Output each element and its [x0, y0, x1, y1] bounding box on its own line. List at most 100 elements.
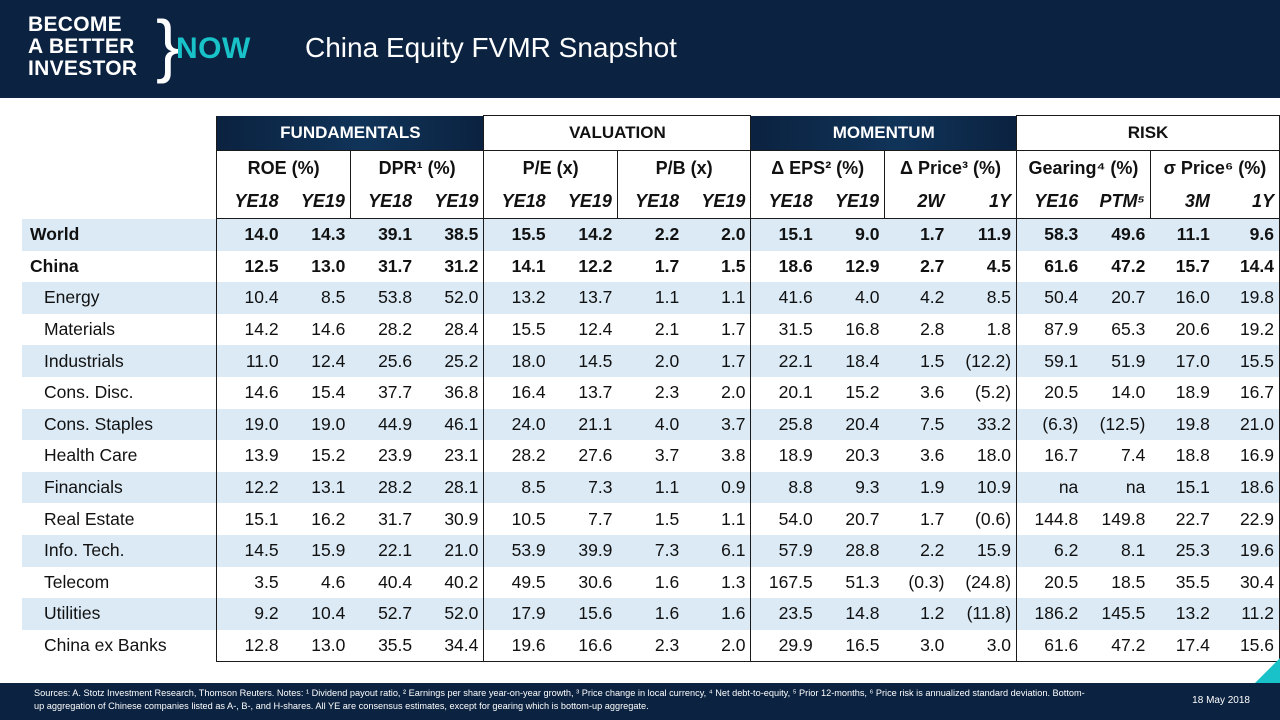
table-cell: (24.8) [965, 571, 1012, 592]
table-cell: 20.7 [1083, 282, 1151, 314]
table-cell: (12.5) [1083, 408, 1151, 441]
row-label: Health Care [44, 445, 138, 466]
footer-notes: Sources: A. Stotz Investment Research, T… [34, 688, 1085, 711]
table-cell: 15.6 [1214, 629, 1280, 663]
table-cell: (12.2) [949, 345, 1017, 377]
table-cell: 38.5 [417, 218, 484, 251]
logo-brace: } [156, 6, 180, 84]
table-cell: 9.0 [817, 218, 885, 251]
table-row: Cons. Disc. 14.6 15.4 37.7 36.8 16.4 13.7 2.3 2.… [22, 376, 1280, 409]
table-cell: 1.5 [654, 508, 680, 529]
table-cell: 1.6 [654, 571, 680, 592]
table-cell: 10.5 [483, 503, 551, 535]
table-cell: 11.0 [216, 345, 284, 377]
table-cell: (0.3) [908, 571, 945, 592]
table-cell: na [1083, 471, 1151, 504]
table-cell: 9.2 [216, 598, 284, 630]
table-cell: 35.5 [350, 629, 418, 663]
table-cell: 1.7 [884, 218, 950, 251]
table-cell: 1.7 [920, 508, 945, 529]
table-cell: 18.6 [750, 250, 818, 283]
table-cell: 4.0 [617, 408, 685, 441]
table-cell: 1.5 [721, 255, 746, 276]
table-cell: 1.1 [617, 471, 685, 504]
row-label: Real Estate [44, 508, 135, 529]
table-cell: 28.4 [444, 319, 479, 340]
table-cell: 18.5 [1111, 571, 1146, 592]
table-cell: 8.1 [1083, 534, 1151, 567]
table-cell: 8.5 [283, 282, 351, 314]
table-cell: 17.9 [483, 598, 551, 630]
table-cell: 8.5 [949, 282, 1017, 314]
corner-cell [22, 185, 217, 219]
table-cell: 11.9 [949, 218, 1017, 251]
table-cell: 8.5 [483, 471, 551, 504]
table-cell: 16.2 [311, 508, 346, 529]
metric-header: Δ EPS² (%) [750, 150, 885, 185]
table-cell: 4.0 [817, 282, 885, 314]
table-cell: 15.7 [1175, 255, 1210, 276]
table-cell: 9.6 [1214, 218, 1280, 251]
table-row: Real Estate 15.1 16.2 31.7 30.9 10.5 7.7 1.5 1.1… [22, 503, 1280, 535]
table-cell: 3.5 [216, 566, 284, 599]
table-cell: 4.2 [884, 282, 950, 314]
table-cell: na [1016, 471, 1084, 504]
table-row: Industrials 11.0 12.4 25.6 25.2 18.0 14.5 2.0 1.… [22, 345, 1280, 377]
metric-header: DPR¹ (%) [349, 150, 484, 185]
table-cell: 18.0 [483, 345, 551, 377]
table-cell: 28.2 [350, 471, 418, 504]
table-cell: 14.5 [550, 345, 618, 377]
table-cell: 87.9 [1016, 313, 1084, 346]
row-label: World [22, 218, 217, 251]
table-cell: 15.5 [483, 313, 551, 346]
table-cell: 25.6 [350, 345, 418, 377]
period-header: YE18 [616, 185, 685, 219]
table-cell: 1.6 [684, 598, 751, 630]
table-row: China ex Banks 12.8 13.0 35.5 34.4 19.6 16.6 2.… [22, 629, 1280, 663]
table-cell: 61.6 [1016, 250, 1084, 283]
table-cell: 2.3 [617, 629, 685, 663]
row-label: Utilities [22, 598, 217, 630]
group-header: MOMENTUM [750, 115, 1017, 151]
table-cell: 2.2 [884, 534, 950, 567]
table-cell: 54.0 [750, 503, 818, 535]
table-cell: 15.4 [311, 382, 346, 403]
table-cell: 14.6 [311, 319, 346, 340]
footer-date: 18 May 2018 [1192, 695, 1250, 706]
row-label: Info. Tech. [22, 534, 217, 567]
table-cell: 3.7 [684, 408, 751, 441]
table-cell: 3.0 [949, 629, 1017, 663]
table-cell: 167.5 [750, 566, 818, 599]
footer-bar: Sources: A. Stotz Investment Research, T… [0, 683, 1280, 720]
table-cell: 40.2 [444, 571, 479, 592]
table-cell: 2.0 [721, 382, 746, 403]
table-cell: 29.9 [750, 629, 818, 663]
table-cell: 15.1 [750, 218, 818, 251]
table-cell: 17.4 [1150, 629, 1215, 663]
table-cell: 51.9 [1083, 345, 1151, 377]
corner-cell [22, 116, 217, 151]
table-cell: 15.5 [483, 218, 551, 251]
table-cell: 41.6 [750, 282, 818, 314]
table-cell: 18.9 [1175, 382, 1210, 403]
table-row: Cons. Staples 19.0 19.0 44.9 46.1 24.0 21.1 4.0… [22, 408, 1280, 441]
table-row: Telecom 3.5 4.6 40.4 40.2 49.5 30.6 1.6 1.3 167.5… [22, 566, 1280, 599]
table-cell: 14.2 [550, 218, 618, 251]
period-header: YE18 [349, 185, 418, 219]
table-cell: 16.7 [1214, 376, 1280, 409]
table-cell: 20.7 [845, 508, 880, 529]
table-cell: 13.7 [550, 282, 618, 314]
table-cell: 149.8 [1101, 508, 1146, 529]
table-cell: 145.5 [1083, 598, 1151, 630]
table-cell: 49.5 [483, 566, 551, 599]
table-cell: 23.1 [444, 445, 479, 466]
row-label: Financials [22, 471, 217, 504]
row-label: Industrials [22, 345, 217, 377]
table-cell: 7.3 [617, 534, 685, 567]
table-cell: 14.0 [216, 218, 284, 251]
table-cell: 19.0 [283, 408, 351, 441]
period-header: YE18 [483, 185, 551, 219]
table-cell: 13.2 [1150, 598, 1215, 630]
table-cell: 4.6 [321, 571, 346, 592]
table-cell: 49.6 [1083, 218, 1151, 251]
